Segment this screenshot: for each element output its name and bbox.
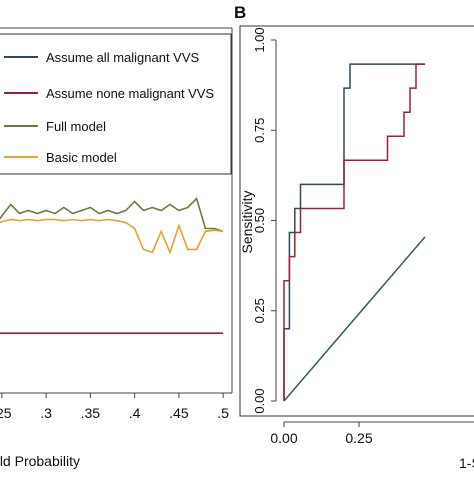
y-tick-label-3: 0.75 xyxy=(252,118,267,143)
x-tick-label-5: .5 xyxy=(217,405,229,421)
y-tick-label-4: 1.00 xyxy=(252,27,267,52)
series-line-2 xyxy=(0,196,224,233)
x-axis-title: old Probability xyxy=(0,453,80,469)
x-axis-title-b: 1-S xyxy=(459,455,474,471)
panel-a: Assume all malignant VVS Assume none mali… xyxy=(0,27,233,469)
x-tick-label-1: .3 xyxy=(40,405,52,421)
series-line-3 xyxy=(0,218,224,255)
legend-label-0: Assume all malignant VVS xyxy=(46,50,200,65)
roc-line-1 xyxy=(283,63,425,401)
x-tick-label-b-1: 0.25 xyxy=(345,430,372,446)
panel-b-frame xyxy=(239,25,474,417)
legend-label-1: Assume none malignant VVS xyxy=(46,86,214,101)
y-axis-title: Sensitivity xyxy=(239,190,255,253)
panel-b: B 0.00 0.25 0.50 0.75 1.00 Sensitivity 0.00 0.25… xyxy=(234,3,474,471)
y-tick-label-1: 0.25 xyxy=(252,298,267,323)
panel-label: B xyxy=(234,3,246,22)
x-tick-label-b-0: 0.00 xyxy=(270,430,297,446)
x-tick-label-3: .4 xyxy=(129,405,141,421)
legend-box xyxy=(0,33,232,175)
roc-line-2 xyxy=(283,236,426,402)
legend-label-2: Full model xyxy=(46,119,106,134)
legend-label-3: Basic model xyxy=(46,150,117,165)
x-tick-label-4: .45 xyxy=(169,405,189,421)
x-tick-label-0: .25 xyxy=(0,405,12,421)
y-tick-label-2: 0.50 xyxy=(252,208,267,233)
x-tick-label-2: .35 xyxy=(81,405,101,421)
y-tick-label-0: 0.00 xyxy=(252,388,267,413)
